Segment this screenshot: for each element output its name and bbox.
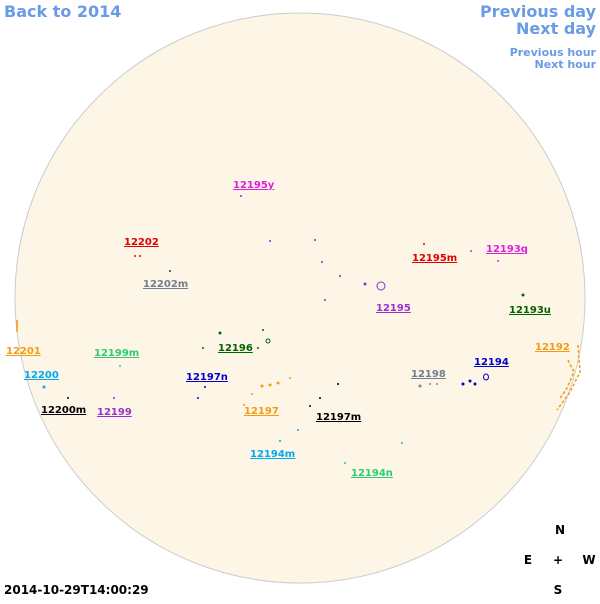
region-label[interactable]: 12202m — [143, 279, 188, 290]
region-label[interactable]: 12197 — [244, 406, 279, 417]
region-label[interactable]: 12196 — [218, 343, 253, 354]
region-label[interactable]: 12195 — [376, 303, 411, 314]
previous-day-link[interactable]: Previous day — [480, 2, 597, 21]
region-label[interactable]: 12192 — [535, 342, 570, 353]
region-label[interactable]: 12199m — [94, 348, 139, 359]
region-label[interactable]: 12200 — [24, 370, 59, 381]
next-day-link[interactable]: Next day — [516, 19, 597, 38]
region-label[interactable]: 12197m — [316, 412, 361, 423]
solar-disk — [14, 12, 586, 584]
compass-south: S — [554, 583, 563, 597]
region-label[interactable]: 12202 — [124, 237, 159, 248]
previous-hour-link[interactable]: Previous hour — [510, 46, 597, 59]
region-label[interactable]: 12197n — [186, 372, 228, 383]
compass-east: E — [524, 553, 532, 567]
compass-west: W — [582, 553, 595, 567]
region-label[interactable]: 12193u — [509, 305, 551, 316]
region-label[interactable]: 12201 — [6, 346, 41, 357]
region-labels: 12195y 12202 12202m 12195m 12193q 12195 … — [6, 180, 570, 479]
region-label[interactable]: 12193q — [486, 244, 528, 255]
region-label[interactable]: 12195y — [233, 180, 275, 191]
next-hour-link[interactable]: Next hour — [535, 58, 597, 71]
region-label[interactable]: 12195m — [412, 253, 457, 264]
compass-north: N — [555, 523, 565, 537]
region-label[interactable]: 12194n — [351, 468, 393, 479]
region-label[interactable]: 12194 — [474, 357, 509, 368]
sunspots — [16, 195, 581, 464]
compass-center: + — [553, 553, 563, 567]
region-label[interactable]: 12194m — [250, 449, 295, 460]
region-label[interactable]: 12198 — [411, 369, 446, 380]
timestamp: 2014-10-29T14:00:29 — [4, 583, 149, 597]
compass: N E + W S — [524, 523, 596, 597]
region-label[interactable]: 12200m — [41, 405, 86, 416]
back-link[interactable]: Back to 2014 — [4, 2, 121, 21]
region-label[interactable]: 12199 — [97, 407, 132, 418]
